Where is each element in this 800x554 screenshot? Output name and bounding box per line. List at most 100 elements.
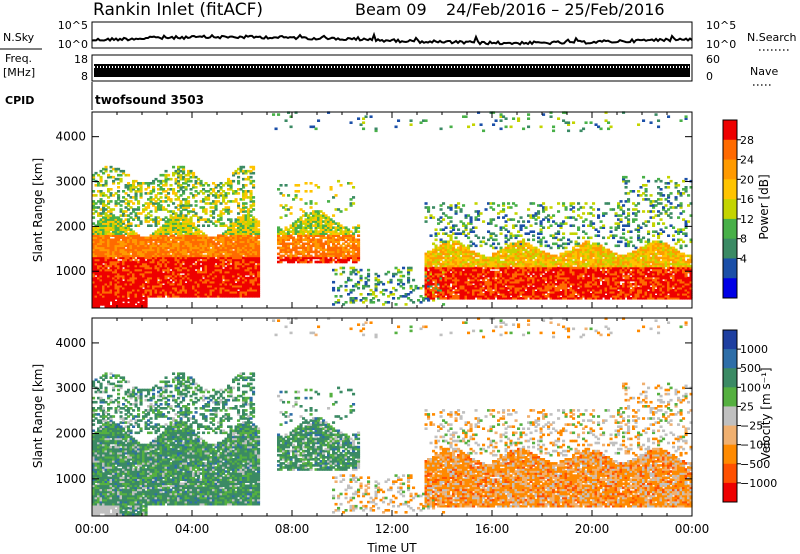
power-cell — [119, 248, 123, 252]
power-cell — [219, 288, 223, 292]
power-cell — [109, 278, 113, 282]
power-cell — [277, 113, 281, 116]
power-cell — [122, 270, 126, 274]
power-cell — [354, 284, 358, 288]
power-cell — [217, 238, 221, 242]
power-cell — [239, 278, 243, 282]
power-cell — [469, 264, 473, 268]
power-cell — [167, 264, 171, 268]
power-cell — [479, 274, 483, 278]
power-cell — [347, 248, 351, 252]
power-cell — [179, 226, 183, 229]
power-cell — [239, 268, 243, 272]
power-cell — [117, 264, 121, 268]
power-cell — [454, 236, 458, 240]
power-cell — [187, 238, 191, 242]
power-cell — [209, 250, 213, 254]
power-cell — [189, 242, 193, 246]
power-cell — [367, 268, 371, 272]
power-cell — [189, 230, 193, 233]
power-cell — [224, 242, 228, 246]
power-cell — [329, 234, 333, 237]
power-cell — [232, 246, 236, 250]
power-cell — [117, 238, 121, 242]
power-cell — [247, 282, 251, 286]
power-cell — [134, 260, 138, 264]
power-cell — [462, 115, 466, 118]
power-cell — [457, 274, 461, 278]
power-cell — [312, 216, 316, 219]
power-cell — [287, 244, 291, 248]
power-cell — [197, 291, 201, 294]
power-cell — [277, 230, 281, 233]
power-cell — [229, 244, 233, 248]
power-cell — [162, 274, 166, 278]
power-cell — [244, 238, 248, 242]
power-cell — [284, 228, 288, 231]
power-cell — [187, 291, 191, 294]
power-cell — [229, 242, 233, 246]
power-cell — [214, 282, 218, 286]
power-cell — [467, 297, 471, 300]
power-cell — [432, 272, 436, 276]
power-cell — [92, 244, 96, 248]
power-cell — [347, 252, 351, 256]
power-cell — [154, 258, 158, 262]
power-cell — [319, 252, 323, 256]
power-cell — [187, 258, 191, 262]
power-cell — [447, 280, 451, 284]
power-cell — [342, 258, 346, 262]
power-cell — [219, 252, 223, 256]
power-cell — [159, 232, 163, 235]
power-cell — [154, 270, 158, 274]
power-cell — [319, 218, 323, 221]
power-cell — [182, 218, 186, 221]
power-cell — [364, 276, 368, 280]
power-cell — [139, 246, 143, 250]
power-cell — [134, 192, 138, 195]
power-cell — [437, 248, 441, 252]
power-cell — [227, 272, 231, 276]
power-cell — [204, 250, 208, 254]
power-cell — [349, 270, 353, 274]
power-cell — [407, 268, 411, 272]
power-cell — [212, 272, 216, 276]
power-cell — [279, 254, 283, 258]
power-cell — [92, 303, 96, 306]
power-cell — [437, 295, 441, 298]
power-cell — [484, 262, 488, 266]
power-cell — [237, 236, 241, 240]
power-cell — [249, 246, 253, 250]
power-cell — [154, 274, 158, 278]
power-cell — [207, 286, 211, 290]
power-cell — [249, 175, 253, 179]
power-cell — [484, 260, 488, 264]
power-cell — [299, 222, 303, 225]
power-cell — [172, 171, 176, 175]
power-cell — [119, 276, 123, 280]
power-cell — [167, 196, 171, 199]
power-cell — [292, 232, 296, 235]
power-cell — [247, 214, 251, 217]
power-cell — [294, 228, 298, 231]
power-cell — [114, 252, 118, 256]
power-cell — [194, 250, 198, 254]
freq-fleck — [589, 66, 590, 68]
power-cell — [462, 248, 466, 252]
freq-fleck — [307, 66, 308, 68]
power-cell — [332, 240, 336, 244]
power-cell — [129, 240, 133, 244]
power-cell — [194, 280, 198, 284]
power-cell — [312, 242, 316, 246]
power-cell — [214, 264, 218, 268]
power-cell — [402, 274, 406, 278]
power-cell — [247, 295, 251, 298]
power-cell — [197, 260, 201, 264]
power-cell — [244, 234, 248, 237]
power-cell — [279, 230, 283, 233]
power-cell — [109, 194, 113, 197]
power-cell — [127, 220, 131, 223]
power-cell — [92, 208, 96, 211]
power-cell — [277, 242, 281, 246]
power-cell — [169, 286, 173, 290]
